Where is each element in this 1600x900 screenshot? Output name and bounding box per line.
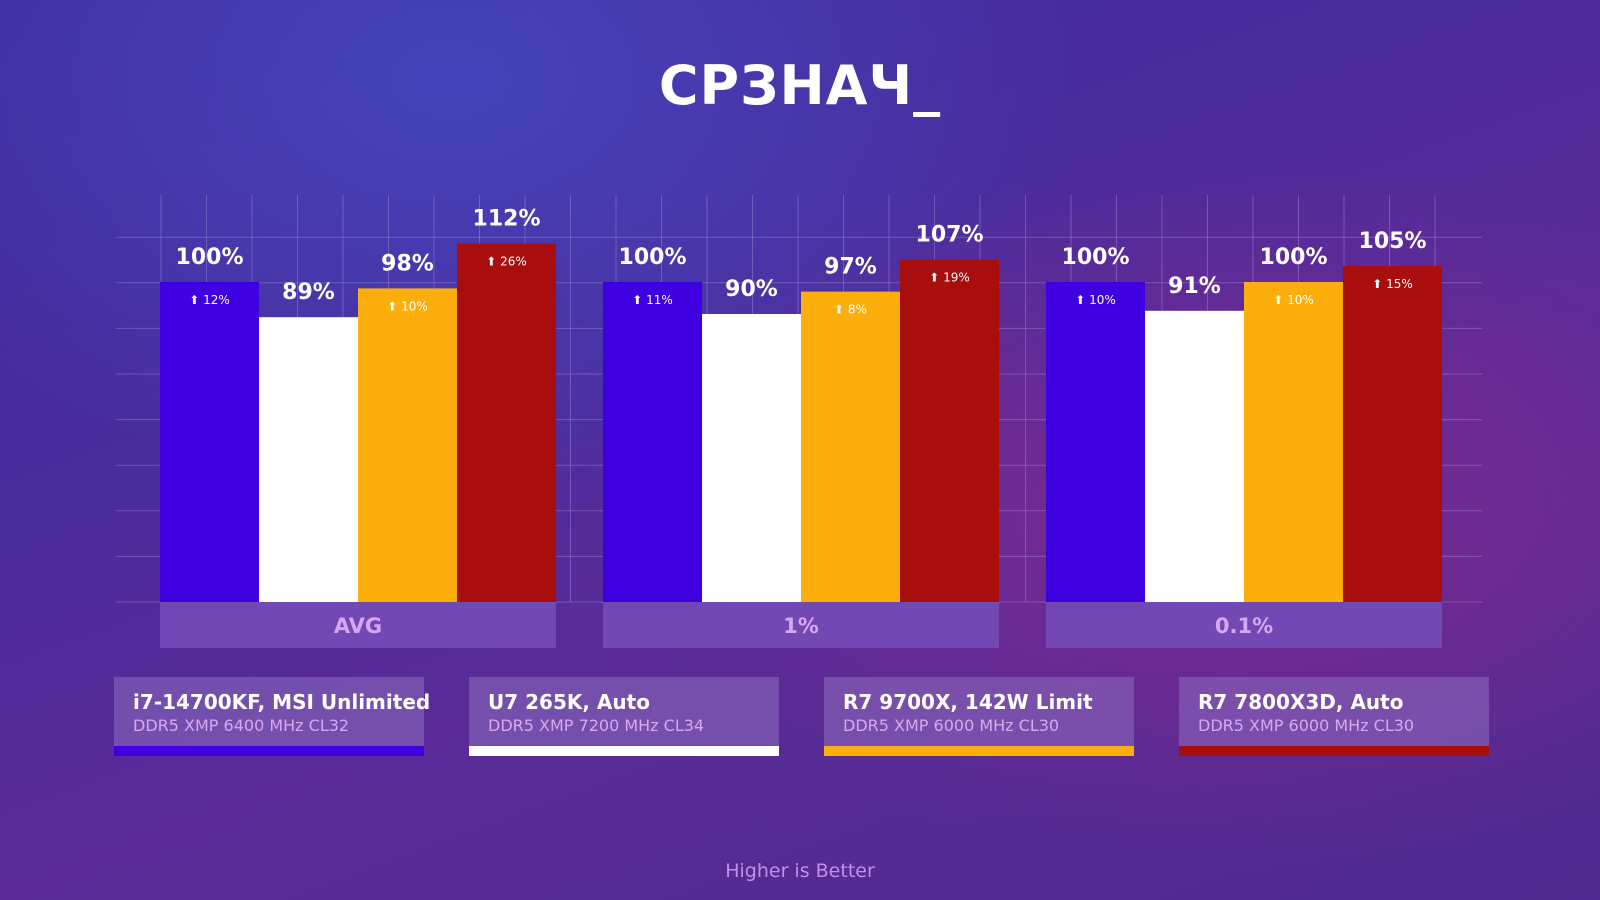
bar-gain-label: ⬆ 15% — [1372, 277, 1413, 291]
bar-value-label: 100% — [1062, 245, 1130, 270]
bar — [160, 282, 259, 602]
bar-gain-label: ⬆ 12% — [189, 293, 230, 307]
bar-gain-label: ⬆ 19% — [929, 271, 970, 285]
legend-item-memory: DDR5 XMP 6000 MHz CL30 — [1198, 716, 1415, 735]
bar — [603, 282, 702, 602]
bar-value-label: 100% — [176, 245, 244, 270]
bar — [1145, 310, 1244, 602]
legend-item: R7 9700X, 142W Limit DDR5 XMP 6000 MHz CL… — [824, 677, 1134, 756]
bar-gain-label: ⬆ 26% — [486, 255, 527, 269]
legend-item: i7-14700KF, MSI Unlimited DDR5 XMP 6400 M… — [114, 677, 430, 756]
legend-item-memory: DDR5 XMP 6400 MHz CL32 — [133, 716, 350, 735]
chart-title: СРЗНАЧ_ — [658, 54, 942, 117]
bar — [801, 291, 900, 602]
bar-gain-label: ⬆ 10% — [1075, 293, 1116, 307]
bar-value-label: 90% — [725, 277, 778, 302]
legend-item-memory: DDR5 XMP 7200 MHz CL34 — [488, 716, 705, 735]
bar-value-label: 107% — [916, 223, 984, 248]
bar — [702, 314, 801, 602]
category-label-box — [603, 602, 999, 648]
category-label-box — [1046, 602, 1442, 648]
bar-value-label: 105% — [1359, 229, 1427, 254]
bar-gain-label: ⬆ 10% — [387, 299, 428, 313]
bar — [457, 243, 556, 602]
legend-color-swatch — [469, 746, 779, 756]
bar — [900, 259, 999, 602]
category-label: AVG — [334, 614, 382, 638]
legend-item-memory: DDR5 XMP 6000 MHz CL30 — [843, 716, 1060, 735]
bar-value-label: 100% — [1260, 245, 1328, 270]
legend-item: U7 265K, Auto DDR5 XMP 7200 MHz CL34 — [469, 677, 779, 756]
bar — [259, 317, 358, 602]
legend-item-name: R7 7800X3D, Auto — [1198, 690, 1404, 714]
bar-value-label: 89% — [282, 280, 335, 305]
bar-value-label: 100% — [619, 245, 687, 270]
bar — [1046, 282, 1145, 602]
footer-note: Higher is Better — [725, 860, 875, 882]
legend-item-name: R7 9700X, 142W Limit — [843, 690, 1093, 714]
bar — [1244, 282, 1343, 602]
bar — [358, 288, 457, 602]
legend-color-swatch — [824, 746, 1134, 756]
category-label-box — [160, 602, 556, 648]
legend-color-swatch — [114, 746, 424, 756]
bar-value-label: 98% — [381, 251, 434, 276]
legend-item-name: i7-14700KF, MSI Unlimited — [133, 690, 431, 714]
bar-gain-label: ⬆ 8% — [834, 303, 867, 317]
category-label: 0.1% — [1215, 614, 1273, 638]
legend-item-name: U7 265K, Auto — [488, 690, 650, 714]
bar-value-label: 91% — [1168, 274, 1221, 299]
bar-gain-label: ⬆ 11% — [632, 293, 673, 307]
bar-value-label: 97% — [824, 255, 877, 280]
bar-value-label: 112% — [473, 207, 541, 232]
bar-gain-label: ⬆ 10% — [1273, 293, 1314, 307]
bar-chart: 100% ⬆ 12% 89% 98% ⬆ 10% 112% ⬆ 26% AVG 100% ⬆ 11… — [116, 195, 1482, 648]
legend-color-swatch — [1179, 746, 1489, 756]
bar — [1343, 266, 1442, 602]
category-label: 1% — [783, 614, 819, 638]
legend-item: R7 7800X3D, Auto DDR5 XMP 6000 MHz CL30 — [1179, 677, 1489, 756]
